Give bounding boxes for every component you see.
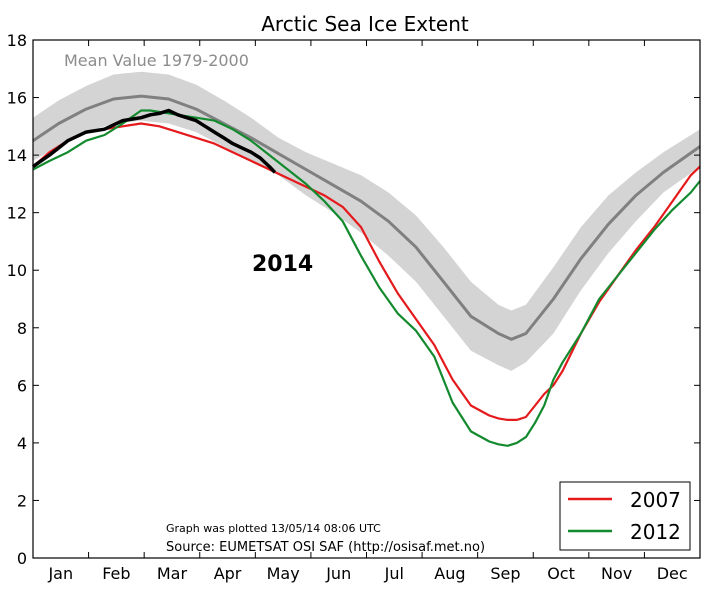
series-line-2007 — [32, 122, 701, 421]
x-tick-label: Jul — [384, 564, 404, 583]
plotted-annotation: Graph was plotted 13/05/14 08:06 UTC — [166, 522, 381, 535]
axes: 0 2 4 6 8 10 12 14 16 18 Jan Feb Mar Apr May Jun Jul Aug S… — [7, 31, 701, 583]
y-tick-label: 14 — [7, 146, 27, 165]
mean-range-band — [33, 71, 700, 371]
x-tick-label: Nov — [601, 564, 632, 583]
series-lines — [31, 94, 701, 447]
x-tick-label: Dec — [657, 564, 688, 583]
x-tick-label: Feb — [102, 564, 130, 583]
legend: 2007 2012 — [559, 481, 691, 551]
chart-title: Arctic Sea Ice Extent — [261, 12, 469, 36]
x-tick-label: Jun — [325, 564, 351, 583]
series-line-2012 — [32, 109, 701, 447]
series-line-2014 — [31, 108, 277, 174]
x-tick-label: May — [267, 564, 300, 583]
legend-box — [559, 481, 691, 551]
y-tick-label: 2 — [17, 491, 27, 510]
y-tick-label: 18 — [7, 31, 27, 50]
y-tick-label: 8 — [17, 319, 27, 338]
legend-label-2007: 2007 — [630, 488, 681, 512]
y-tick-label: 16 — [7, 89, 27, 108]
mean-range-band-area — [33, 71, 700, 371]
mean-value-annotation: Mean Value 1979-2000 — [64, 51, 249, 70]
x-tick-label: Aug — [434, 564, 465, 583]
x-tick-label: Mar — [157, 564, 188, 583]
series-label-2014: 2014 — [252, 252, 313, 277]
y-tick-label: 6 — [17, 376, 27, 395]
y-tick-label: 0 — [17, 549, 27, 568]
y-tick-label: 12 — [7, 204, 27, 223]
source-annotation: Source: EUMETSAT OSI SAF (http://osisaf.… — [166, 540, 485, 555]
x-tick-label: Apr — [214, 564, 242, 583]
y-tick-label: 10 — [7, 261, 27, 280]
x-tick-label: Sep — [490, 564, 520, 583]
legend-label-2012: 2012 — [630, 520, 681, 544]
mean-line — [32, 94, 701, 341]
y-tick-label: 4 — [17, 434, 27, 453]
x-tick-label: Jan — [47, 564, 73, 583]
x-tick-label: Oct — [547, 564, 575, 583]
